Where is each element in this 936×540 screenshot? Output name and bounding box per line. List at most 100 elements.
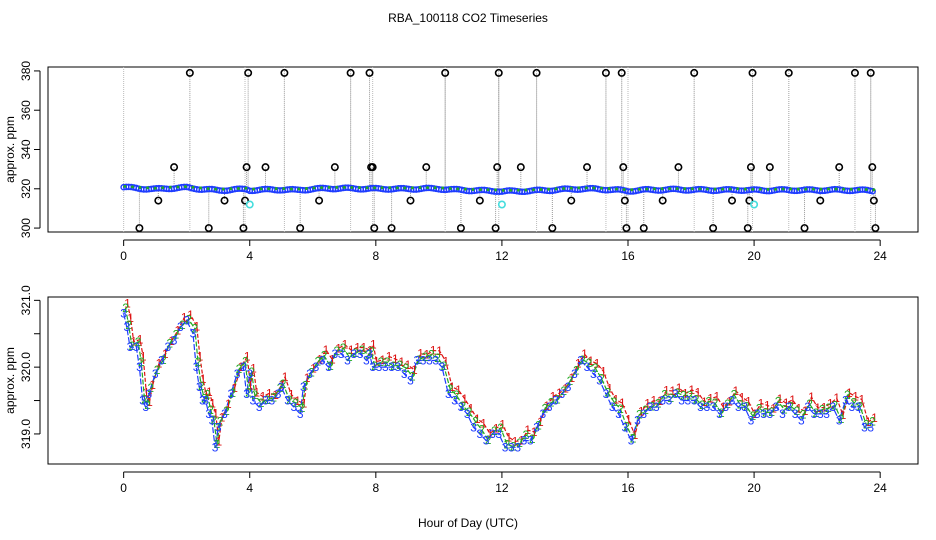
series-marker-2: 2: [838, 412, 845, 426]
series-marker-2: 2: [280, 377, 287, 391]
data-point-alt: [123, 184, 127, 188]
series-marker-1: 1: [247, 378, 254, 392]
flagged-point: [170, 163, 179, 172]
flagged-point: [370, 224, 379, 233]
series-marker-1: 1: [282, 370, 289, 384]
series-marker-1: 1: [783, 396, 790, 410]
data-point-alt: [365, 186, 369, 190]
series-marker-1: 1: [272, 388, 279, 402]
data-point-alt: [244, 186, 248, 190]
series-marker-2: 2: [781, 402, 788, 416]
series-marker-2: 2: [510, 440, 517, 454]
series-marker-1: 1: [449, 380, 456, 394]
data-point-alt: [577, 186, 581, 190]
series-marker-3: 3: [319, 353, 326, 367]
series-marker-1: 1: [301, 397, 308, 411]
series-marker-2: 2: [390, 359, 397, 373]
series-marker-2: 2: [554, 393, 561, 407]
series-marker-2: 2: [125, 318, 132, 332]
series-marker-3: 3: [177, 320, 184, 334]
flagged-point: [709, 224, 718, 233]
series-marker-3: 3: [432, 353, 439, 367]
series-marker-2: 2: [292, 396, 299, 410]
series-marker-2: 2: [384, 355, 391, 369]
series-marker-1: 1: [200, 372, 207, 386]
series-marker-2: 2: [333, 344, 340, 358]
bottom-y-axis: 319.0 320.0 321.0: [19, 285, 41, 449]
series-marker-1: 1: [197, 350, 204, 364]
series-marker-2: 2: [478, 423, 485, 437]
flagged-point: [154, 196, 163, 205]
series-marker-2: 2: [173, 328, 180, 342]
series-marker-1: 1: [732, 384, 739, 398]
series-marker-3: 3: [250, 394, 257, 408]
series-marker-2: 2: [718, 406, 725, 420]
flagged-point: [620, 196, 629, 205]
series-line-3: [123, 313, 871, 448]
flagged-point: [422, 163, 431, 172]
data-point-alt: [478, 188, 482, 192]
series-marker-2: 2: [302, 378, 309, 392]
series-marker-3: 3: [647, 400, 654, 414]
series-marker-1: 1: [682, 386, 689, 400]
series-marker-1: 1: [751, 407, 758, 421]
data-point-alt: [569, 186, 573, 190]
series-line-1: [126, 303, 875, 442]
data-point-alt: [562, 186, 566, 190]
data-point-alt: [539, 187, 543, 191]
data-point-alt: [221, 187, 225, 191]
series-marker-2: 2: [415, 353, 422, 367]
series-marker-1: 1: [373, 355, 380, 369]
series-marker-1: 1: [499, 417, 506, 431]
series-line-2: [124, 307, 873, 448]
series-marker-2: 2: [680, 389, 687, 403]
flagged-point: [441, 68, 450, 77]
series-marker-1: 1: [758, 396, 765, 410]
series-marker-1: 1: [802, 404, 809, 418]
series-marker-1: 1: [250, 361, 257, 375]
series-marker-1: 1: [417, 347, 424, 361]
series-marker-2: 2: [749, 409, 756, 423]
data-point-alt: [857, 187, 861, 191]
flagged-point: [548, 224, 557, 233]
series-marker-3: 3: [533, 420, 540, 434]
series-marker-3: 3: [127, 340, 134, 354]
series-marker-3: 3: [754, 407, 761, 421]
series-marker-3: 3: [234, 367, 241, 381]
series-marker-3: 3: [363, 353, 370, 367]
x-tick-label: 16: [621, 249, 635, 263]
flagged-point: [622, 224, 631, 233]
data-point-alt: [191, 185, 195, 189]
data-point-alt: [312, 186, 316, 190]
data-point-alt: [357, 186, 361, 190]
series-marker-3: 3: [760, 407, 767, 421]
data-point-alt: [153, 186, 157, 190]
series-marker-1: 1: [827, 397, 834, 411]
flagged-point: [639, 224, 648, 233]
series-marker-2: 2: [204, 388, 211, 402]
series-marker-3: 3: [146, 387, 153, 401]
series-marker-1: 1: [651, 394, 658, 408]
series-marker-3: 3: [817, 407, 824, 421]
data-point-alt: [410, 186, 414, 190]
flagged-point: [835, 163, 844, 172]
flagged-point: [674, 163, 683, 172]
series-marker-2: 2: [428, 348, 435, 362]
series-marker-2: 2: [258, 396, 265, 410]
x-axis-label: Hour of Day (UTC): [418, 516, 518, 530]
series-marker-2: 2: [248, 365, 255, 379]
series-marker-2: 2: [264, 393, 271, 407]
series-marker-3: 3: [767, 407, 774, 421]
series-marker-3: 3: [634, 414, 641, 428]
flagged-point: [583, 163, 592, 172]
series-marker-3: 3: [171, 333, 178, 347]
series-marker-3: 3: [584, 360, 591, 374]
data-point-alt: [130, 185, 134, 189]
data-point-alt: [297, 187, 301, 191]
data-point-alt: [811, 187, 815, 191]
series-marker-3: 3: [133, 340, 140, 354]
series-marker-3: 3: [284, 394, 291, 408]
series-marker-3: 3: [395, 360, 402, 374]
series-marker-2: 2: [277, 381, 284, 395]
series-marker-1: 1: [156, 356, 163, 370]
